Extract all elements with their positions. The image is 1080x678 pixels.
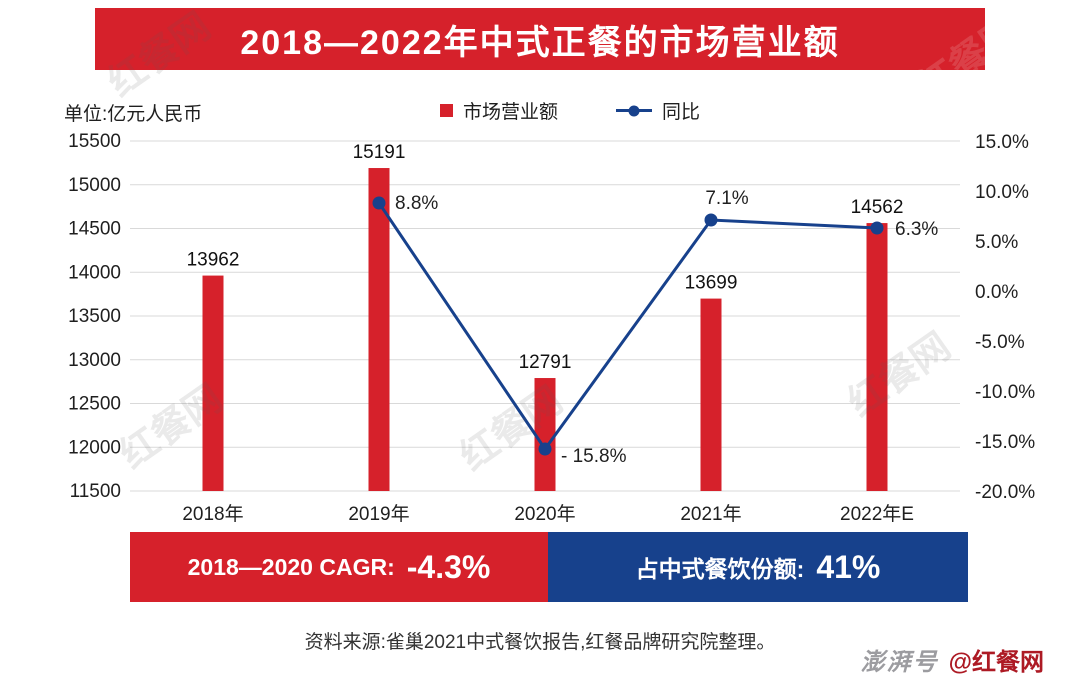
share-banner: 占中式餐饮份额: 41% (548, 532, 968, 602)
left-axis-tick: 13000 (68, 350, 121, 371)
title-banner: 2018—2022年中式正餐的市场营业额 红餐网 (95, 8, 1028, 109)
right-axis-tick: 15.0% (975, 132, 1029, 153)
yoy-point (372, 196, 386, 210)
left-axis-tick: 12500 (68, 394, 121, 415)
bar-value-label: 13699 (685, 273, 738, 294)
yoy-point (538, 442, 552, 456)
cagr-banner: 2018—2020 CAGR: -4.3% (130, 532, 548, 602)
yoy-point (704, 213, 718, 227)
left-axis-tick: 13500 (68, 306, 121, 327)
yoy-point (870, 221, 884, 235)
line-series-swatch-icon (616, 105, 653, 116)
bar-value-label: 12791 (519, 352, 572, 373)
right-axis-tick: -15.0% (975, 432, 1035, 453)
right-axis-tick: 5.0% (975, 232, 1018, 253)
left-axis-tick: 11500 (70, 481, 121, 502)
unit-label: 单位:亿元人民币 (64, 104, 203, 125)
revenue-bar (534, 378, 556, 491)
bar-value-label: 15191 (353, 142, 406, 163)
right-axis-tick: -10.0% (975, 382, 1035, 403)
watermark: 红餐网 (840, 325, 959, 426)
yoy-point-label: - 15.8% (561, 446, 627, 467)
watermark: 红餐网 (112, 377, 231, 478)
cagr-value: -4.3% (406, 548, 491, 585)
legend-item-line: 同比 (616, 97, 700, 124)
source-note: 资料来源:雀巢2021中式餐饮报告,红餐品牌研究院整理。 (304, 632, 776, 653)
yoy-line (377, 202, 878, 452)
right-axis-tick: 10.0% (975, 182, 1029, 203)
brand-footer: 澎湃号 @红餐网 (861, 642, 1044, 677)
left-axis-tick: 14000 (68, 262, 121, 283)
yoy-point-label: 7.1% (705, 188, 748, 209)
legend-item-bar: 市场营业额 (440, 97, 558, 124)
line-series-label: 同比 (662, 102, 701, 123)
bar-value-label: 13962 (187, 250, 240, 271)
bar-series-label: 市场营业额 (463, 102, 559, 123)
x-axis-label: 2021年 (680, 503, 741, 525)
share-value: 41% (816, 548, 881, 585)
revenue-bar (202, 275, 224, 491)
x-axis-label: 2019年 (348, 503, 409, 525)
watermark: 红餐网 (910, 9, 1029, 110)
page-title: 2018—2022年中式正餐的市场营业额 (240, 23, 840, 62)
left-axis-tick: 12000 (68, 437, 121, 458)
legend: 市场营业额 同比 (440, 97, 700, 124)
cagr-label: 2018—2020 CAGR: (187, 553, 395, 580)
left-axis-tick: 15500 (68, 131, 121, 152)
x-axis-label: 2018年 (182, 503, 243, 525)
revenue-bar (866, 223, 888, 491)
right-axis-tick: -20.0% (975, 482, 1035, 503)
right-axis-tick: -5.0% (975, 332, 1025, 353)
watermark: 红餐网 (452, 379, 571, 480)
x-axis-label: 2022年E (840, 503, 914, 525)
yoy-point-label: 8.8% (395, 193, 438, 214)
revenue-bar (368, 168, 390, 491)
yoy-point-label: 6.3% (895, 219, 938, 240)
left-axis-tick: 14500 (68, 219, 121, 240)
x-axis-label: 2020年 (514, 503, 575, 525)
bar-value-label: 14562 (851, 197, 904, 218)
bar-series-swatch-icon (440, 104, 453, 117)
share-label: 占中式餐饮份额: (635, 556, 805, 582)
revenue-bar (700, 298, 722, 491)
platform-logo: 澎湃号 (860, 649, 939, 676)
account-name: @红餐网 (948, 649, 1044, 676)
right-axis-tick: 0.0% (975, 282, 1018, 303)
left-axis-tick: 15000 (68, 175, 121, 196)
